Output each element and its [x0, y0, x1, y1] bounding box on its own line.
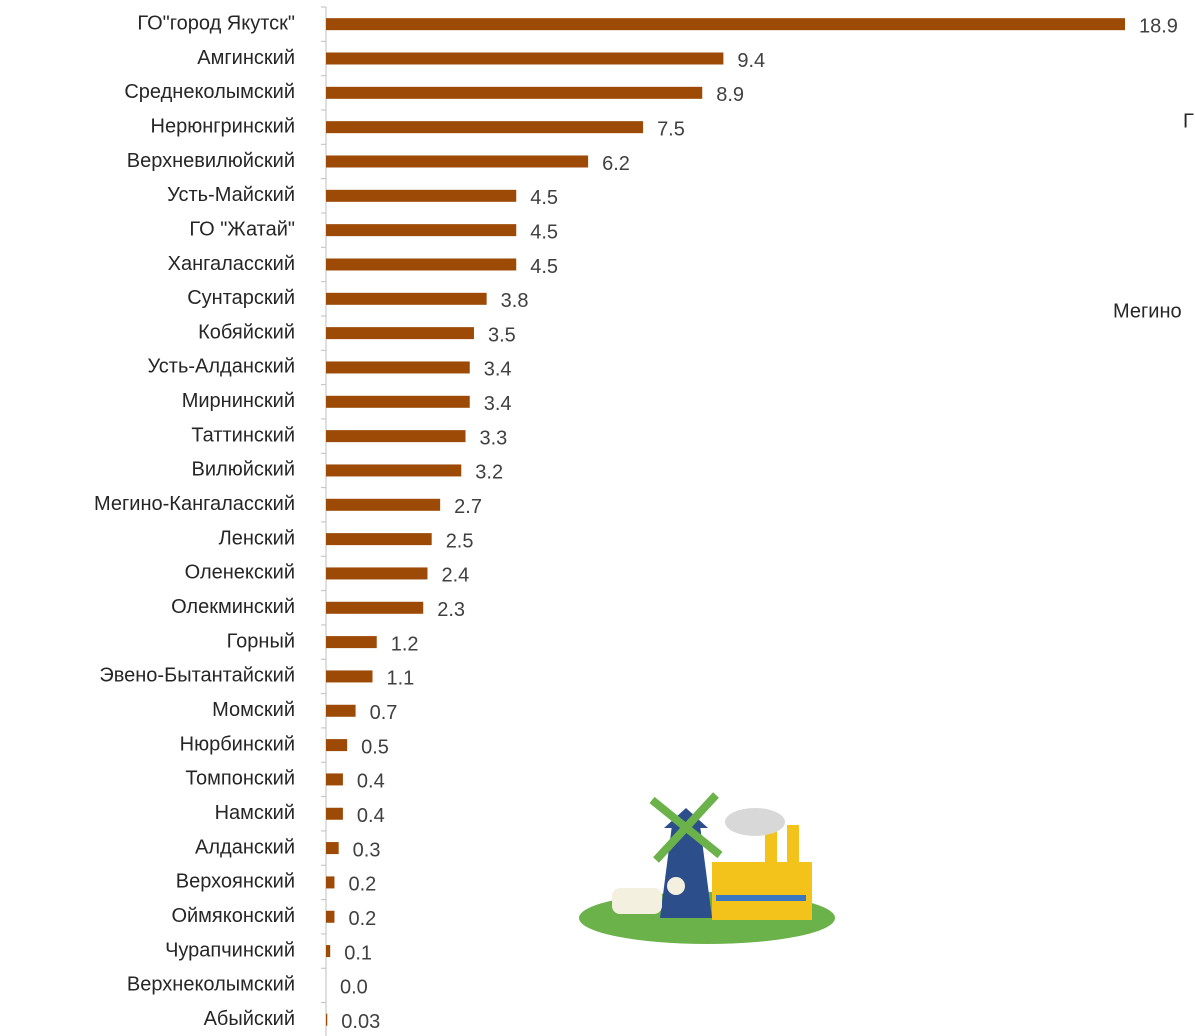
value-label: 0.2 — [348, 874, 376, 896]
bar — [326, 773, 343, 786]
bar — [326, 945, 331, 958]
bar — [326, 292, 487, 305]
bar — [326, 18, 1125, 31]
y-tick-label: Верхоянский — [176, 871, 295, 893]
value-label: 3.3 — [480, 427, 508, 449]
bar — [326, 670, 373, 683]
illustration — [579, 792, 835, 944]
y-tick-label: Усть-Алданский — [147, 356, 295, 378]
bar — [326, 601, 424, 614]
y-tick-label: Амгинский — [197, 47, 295, 69]
bar — [326, 155, 589, 168]
bar — [326, 86, 703, 99]
value-label: 0.0 — [340, 977, 368, 999]
value-label: 0.7 — [370, 702, 398, 724]
y-tick-label: Верхнеколымский — [127, 974, 295, 996]
y-tick-label: Кобяйский — [198, 321, 295, 343]
y-tick-label: Среднеколымский — [124, 81, 295, 103]
bar — [326, 258, 517, 271]
value-label: 9.4 — [737, 50, 765, 72]
y-tick-label: Горный — [227, 630, 295, 652]
y-tick-label: Оймяконский — [171, 905, 295, 927]
value-label: 3.4 — [484, 359, 512, 381]
y-tick-label: Момский — [212, 699, 295, 721]
value-label: 2.5 — [446, 530, 474, 552]
value-label: 2.4 — [441, 565, 469, 587]
bar — [326, 361, 470, 374]
y-tick-label: Усть-Майский — [167, 184, 295, 206]
y-tick-label: Сунтарский — [187, 287, 295, 309]
bar — [326, 121, 644, 134]
y-tick-label: Намский — [215, 802, 295, 824]
value-label: 3.5 — [488, 324, 516, 346]
value-label: 6.2 — [602, 153, 630, 175]
value-label: 0.2 — [348, 908, 376, 930]
y-tick-label: Хангаласский — [168, 253, 295, 275]
value-label: 3.4 — [484, 393, 512, 415]
y-tick-label: Томпонский — [185, 768, 295, 790]
bar — [326, 533, 432, 546]
value-label: 1.1 — [387, 668, 415, 690]
bar — [326, 189, 517, 202]
value-label: 0.03 — [341, 1011, 380, 1033]
value-label: 3.8 — [501, 290, 529, 312]
y-tick-label: Алданский — [195, 836, 295, 858]
y-tick-label: Мирнинский — [182, 390, 295, 412]
bar — [326, 704, 356, 717]
value-label: 7.5 — [657, 118, 685, 140]
annotation: Мегино — [1113, 300, 1182, 322]
y-tick-label: Вилюйский — [192, 459, 295, 481]
y-tick-label: Мегино-Кангаласский — [94, 493, 295, 515]
bar — [326, 498, 441, 511]
bar — [326, 224, 517, 237]
y-tick-label: Нерюнгринский — [151, 115, 295, 137]
value-label: 0.4 — [357, 805, 385, 827]
y-tick-label: Ленский — [219, 527, 295, 549]
y-tick-label: Верхневилюйский — [127, 150, 295, 172]
bar — [326, 636, 377, 649]
y-tick-label: ГО "Жатай" — [189, 218, 295, 240]
value-label: 8.9 — [716, 84, 744, 106]
bar — [326, 430, 466, 443]
bar — [326, 327, 474, 340]
bar — [326, 842, 339, 855]
y-tick-label: ГО"город Якутск" — [137, 12, 295, 34]
value-label: 2.7 — [454, 496, 482, 518]
value-label: 1.2 — [391, 633, 419, 655]
y-tick-label: Эвено-Бытантайский — [99, 665, 295, 687]
value-label: 0.5 — [361, 736, 389, 758]
y-tick-label: Таттинский — [191, 424, 295, 446]
bar — [326, 807, 343, 820]
value-label: 0.4 — [357, 771, 385, 793]
value-label: 4.5 — [530, 187, 558, 209]
value-label: 0.1 — [344, 942, 372, 964]
bar — [326, 1013, 328, 1026]
bar — [326, 910, 335, 923]
bar — [326, 395, 470, 408]
bar — [326, 52, 724, 65]
value-label: 4.5 — [530, 221, 558, 243]
y-tick-label: Олекминский — [171, 596, 295, 618]
y-tick-label: Абыйский — [204, 1008, 295, 1030]
y-tick-label: Оленекский — [185, 562, 295, 584]
annotation: Г — [1183, 110, 1194, 132]
bar — [326, 739, 348, 752]
y-tick-label: Чурапчинский — [165, 939, 295, 961]
value-label: 0.3 — [353, 839, 381, 861]
value-label: 3.2 — [475, 462, 503, 484]
bar — [326, 567, 428, 580]
value-label: 4.5 — [530, 256, 558, 278]
value-label: 18.9 — [1139, 15, 1178, 37]
y-tick-label: Нюрбинский — [180, 733, 295, 755]
value-label: 2.3 — [437, 599, 465, 621]
bar — [326, 876, 335, 889]
bar — [326, 464, 462, 477]
